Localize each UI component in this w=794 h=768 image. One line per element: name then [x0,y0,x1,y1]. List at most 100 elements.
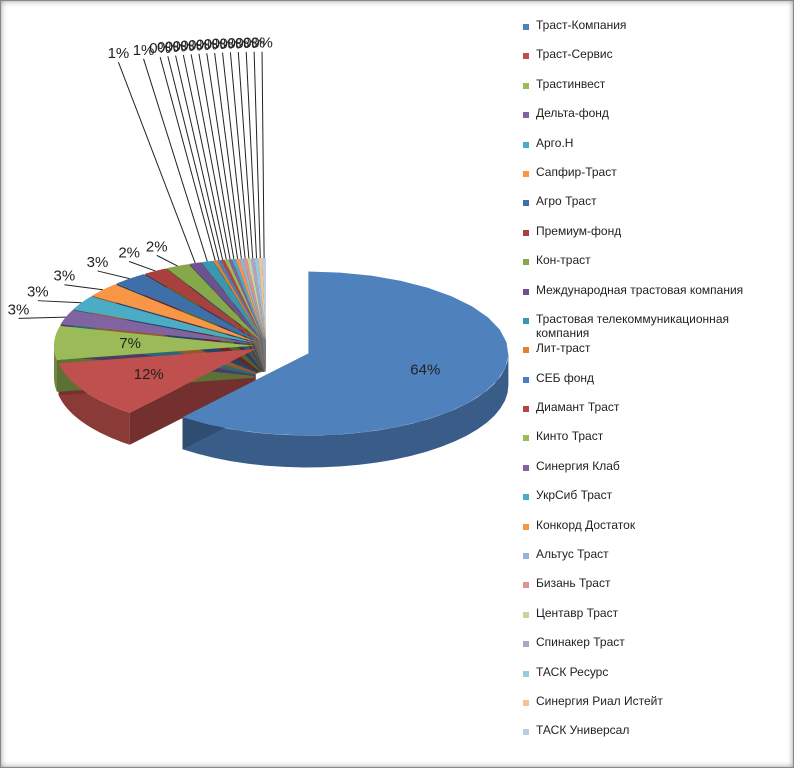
data-label: 0% [220,35,242,52]
data-label: 0% [149,40,171,57]
slice [217,260,264,341]
legend-swatch [523,112,529,119]
leader-line [167,56,220,261]
data-label: 1% [133,42,155,59]
legend-label: Арго.Н [536,135,574,150]
legend-item: СЕБ фонд [523,368,773,397]
leader-line [37,300,82,304]
data-label: 12% [134,366,164,383]
legend-label: Бизань Траст [536,576,611,591]
legend-label: Кинто Траст [536,429,604,444]
leader-line [97,270,130,280]
legend-item: ТАСК Универсал [523,720,773,749]
data-label: 0% [235,35,257,52]
data-label: 3% [87,254,109,271]
leader-line [143,58,208,262]
slice [243,258,265,341]
slice [220,259,264,341]
leader-line [198,53,235,260]
legend-label: Альтус Траст [536,547,609,562]
legend-swatch [523,229,529,236]
legend-label: Трастинвест [536,76,606,91]
leader-line [206,53,239,259]
leader-line [117,61,196,264]
slice [247,258,266,341]
legend-item: Премиум-фонд [523,221,773,250]
slice [235,258,265,341]
data-label: 2% [146,238,168,255]
legend-item: Дельта-фонд [523,103,773,132]
slice-side [58,363,130,445]
legend-label: УкрСиб Траст [536,488,613,503]
slice [54,325,255,360]
legend-item: Альтус Траст [523,544,773,573]
legend-label: Синергия Риал Истейт [536,693,663,708]
slice [239,258,265,341]
slice [224,259,264,341]
legend-label: Диамант Траст [536,400,620,415]
legend-label: Агро Траст [536,194,597,209]
legend-item: ТАСК Ресурс [523,662,773,691]
legend-swatch [523,729,529,736]
legend-item: Синергия Клаб [523,456,773,485]
legend-swatch [523,699,529,706]
legend-swatch [523,523,529,530]
legend-swatch [523,670,529,677]
data-label: 0% [165,39,187,56]
legend-label: Сапфир-Траст [536,164,617,179]
legend-swatch [523,347,529,354]
legend-swatch [523,317,529,324]
leader-line [237,52,254,259]
legend-swatch [523,553,529,560]
leader-line [253,51,261,259]
legend-item: Бизань Траст [523,573,773,602]
pie-labels: 64%12%7%3%3%3%3%2% 2%1% 1%0%0%0%0%0%0%0%0%… [8,35,441,383]
legend-swatch [523,494,529,501]
slice [166,264,261,341]
data-label: 3% [27,284,49,301]
legend: Траст-Компания Траст-Сервис Трастинвест Дел… [523,15,773,750]
legend-item: Синергия Риал Истейт [523,691,773,720]
legend-label: Центавр Траст [536,605,619,620]
data-label: 2% [118,244,140,261]
legend-item: УкрСиб Траст [523,485,773,514]
slice [189,262,262,341]
legend-item: Сапфир-Траст [523,162,773,191]
legend-item: Спинакер Траст [523,632,773,661]
legend-label: Синергия Клаб [536,458,620,473]
leader-line [261,51,265,259]
leader-line [229,52,250,259]
legend-swatch [523,82,529,89]
data-label: 0% [157,39,179,56]
legend-swatch [523,376,529,383]
legend-swatch [523,170,529,177]
legend-swatch [523,24,529,30]
legend-swatch [523,611,529,618]
legend-swatch [523,53,529,60]
leader-line [18,316,66,319]
data-label: 1% [108,45,130,62]
data-label: 0% [188,37,210,54]
legend-item: Траст-Сервис [523,44,773,73]
legend-swatch [523,200,529,207]
data-label: 0% [180,37,202,54]
legend-label: Спинакер Траст [536,635,625,650]
leader-line [190,54,231,260]
data-label: 0% [212,36,234,53]
legend-swatch [523,435,529,442]
legend-swatch [523,582,529,589]
data-label: 0% [227,35,249,52]
slice [182,271,509,436]
leader-line [159,56,216,261]
data-label: 0% [204,36,226,53]
slice [116,274,259,342]
legend-label: Лит-траст [536,341,591,356]
pie-tops [54,258,509,436]
legend-item: Агро Траст [523,191,773,220]
legend-label: Траст-Компания [536,18,627,32]
data-label: 0% [251,35,273,52]
slice-side [54,345,57,392]
data-label: 64% [410,361,440,378]
leader-line [245,51,258,259]
legend-item: Арго.Н [523,133,773,162]
